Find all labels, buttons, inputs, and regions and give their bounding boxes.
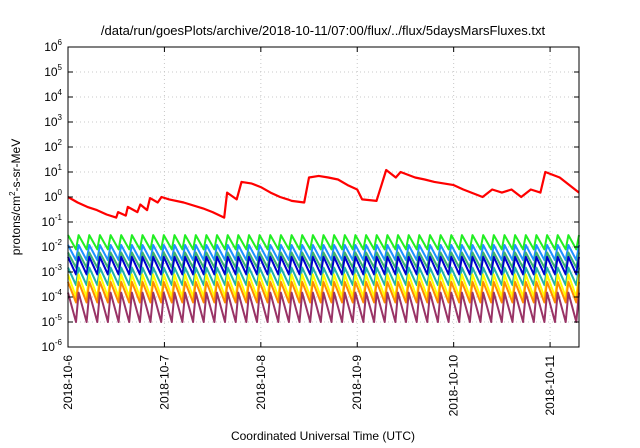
series-line-6 [67, 266, 580, 287]
series-line-1 [67, 168, 580, 219]
y-tick-label: 106 [44, 38, 62, 54]
y-tick-label: 10-4 [42, 288, 63, 304]
y-tick-label: 10-1 [42, 213, 63, 229]
y-axis-label: protons/cm2-s-sr-MeV [8, 139, 23, 255]
y-tick-label: 103 [44, 113, 62, 129]
y-tick-label: 10-6 [42, 338, 63, 354]
x-tick-label: 2018-10-11 [543, 355, 557, 416]
y-tick-label: 100 [44, 188, 62, 204]
x-tick-label: 2018-10-6 [61, 355, 75, 410]
x-tick-label: 2018-10-9 [350, 355, 364, 410]
y-tick-label: 105 [44, 63, 62, 79]
series-line-2 [67, 234, 580, 251]
series-line-3 [67, 244, 580, 262]
chart-title: /data/run/goesPlots/archive/2018-10-11/0… [101, 23, 546, 38]
y-tick-label: 10-2 [42, 238, 63, 254]
series-line-8 [67, 280, 580, 304]
series-line-9 [67, 291, 580, 323]
series-line-4 [67, 251, 580, 269]
y-tick-label: 10-5 [42, 313, 63, 329]
x-tick-label: 2018-10-7 [157, 355, 171, 410]
x-tick-label: 2018-10-10 [447, 355, 461, 417]
x-tick-label: 2018-10-8 [254, 355, 268, 410]
series-line-7 [67, 273, 580, 298]
y-tick-label: 10-3 [42, 263, 63, 279]
y-tick-label: 104 [44, 88, 62, 104]
x-axis-ticks: 2018-10-6 2018-10-7 2018-10-8 2018-10-9 2018… [61, 47, 557, 416]
series-line-5 [67, 255, 580, 276]
data-series [67, 168, 580, 323]
y-tick-label: 102 [44, 138, 62, 154]
y-tick-label: 101 [44, 163, 62, 179]
y-axis-ticks: 10-6 10-5 10-4 10-3 10-2 10-1 100 101 102 103 104 1… [42, 38, 579, 354]
x-axis-label: Coordinated Universal Time (UTC) [231, 429, 415, 443]
